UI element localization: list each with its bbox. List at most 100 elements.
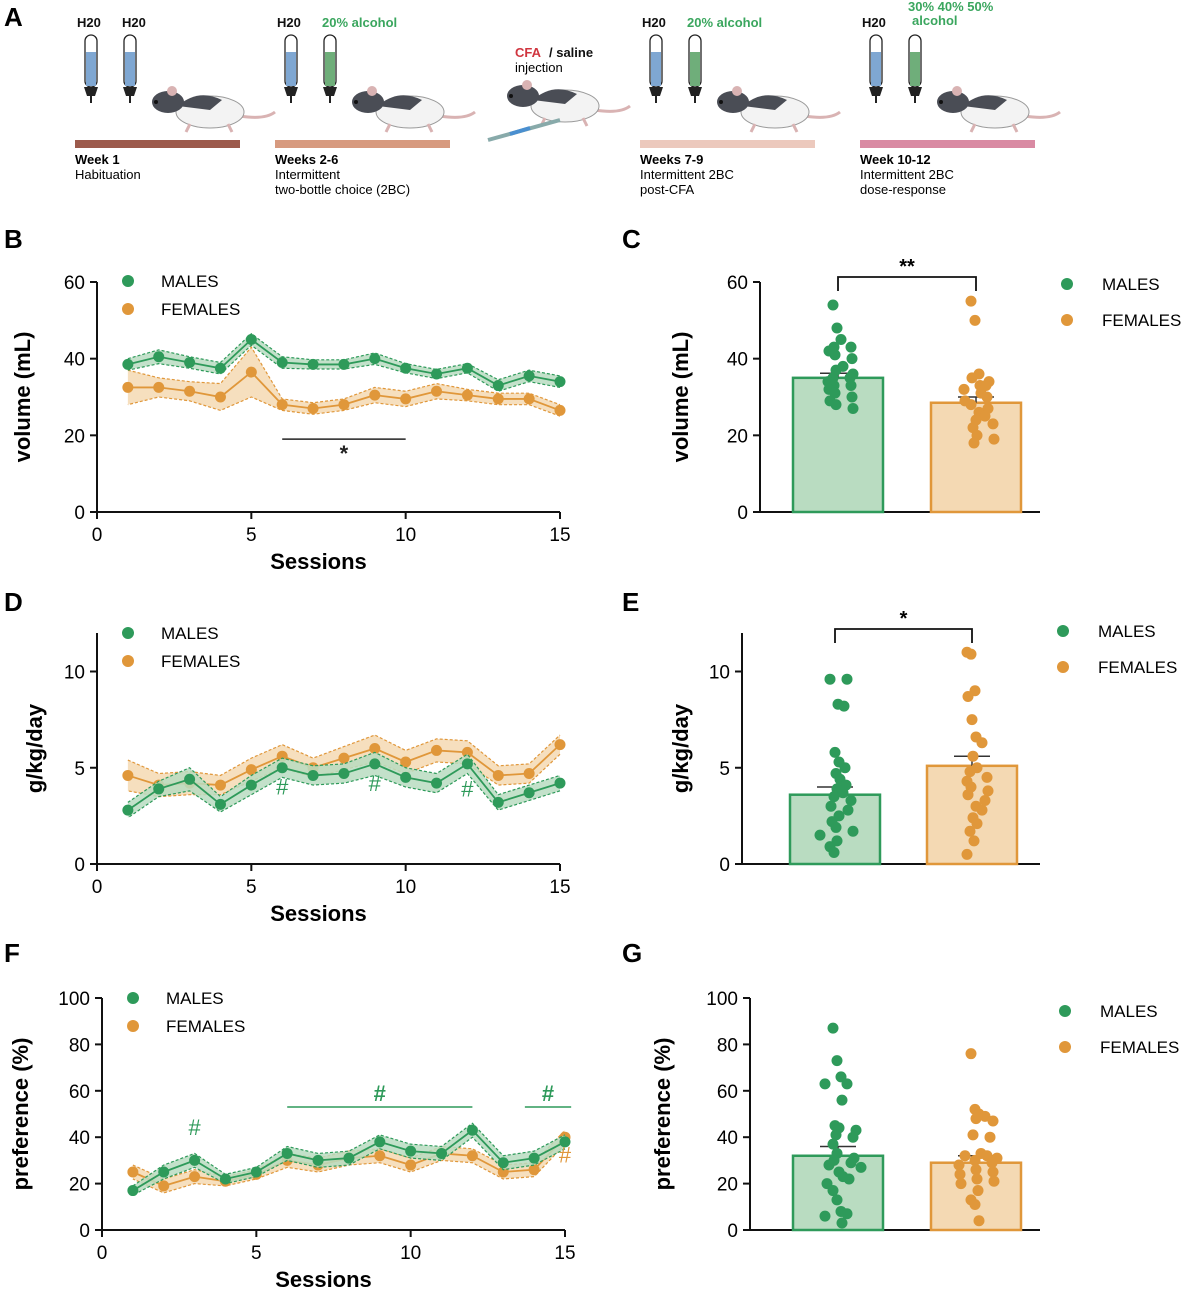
data-point [343, 1152, 355, 1164]
data-point [961, 848, 973, 860]
significance-mark: # [461, 777, 474, 802]
panel-f-letter: F [4, 938, 20, 968]
week-label: Weeks 7-9 [640, 152, 703, 167]
y-axis-title: g/kg/day [668, 703, 693, 793]
bottle-cap [284, 87, 298, 96]
bottle-label: H20 [642, 15, 666, 30]
x-axis-title: Sessions [275, 1267, 372, 1287]
data-point [855, 1161, 867, 1173]
y-tick-label: 40 [69, 1128, 90, 1149]
rat-head [937, 91, 969, 113]
panel-b: B 0 20 40 60 0 5 10 15 Sessions volume (mL) MALES FE… [4, 224, 571, 574]
data-point [497, 1157, 509, 1169]
data-point [830, 821, 842, 833]
data-point [245, 764, 257, 776]
bottle-liquid [86, 52, 96, 86]
x-tick-label: 15 [549, 877, 570, 898]
bottle [84, 34, 98, 103]
legend: MALES FEMALES [127, 989, 245, 1036]
panel-f: F 0 20 40 60 80 100 0 5 10 15 Sessions preference (%… [4, 938, 576, 1292]
data-point [461, 746, 473, 758]
data-point [153, 351, 165, 363]
y-tick-label: 60 [64, 273, 85, 294]
data-point [189, 1171, 201, 1183]
sem-upper [127, 734, 561, 777]
rat-illustration [937, 86, 1061, 133]
y-tick-label: 60 [727, 273, 748, 294]
data-point [400, 362, 412, 374]
data-point [338, 399, 350, 411]
x-tick-label: 0 [92, 877, 103, 898]
stage-4: H20 30% 40% 50%alcohol Week 10-12Intermitt… [860, 0, 1061, 197]
y-axis-title: g/kg/day [22, 703, 47, 793]
rat-leg [969, 123, 977, 133]
data-point [369, 743, 381, 754]
bottle-liquid [871, 52, 881, 86]
data-point [338, 358, 350, 370]
rat-tail [1024, 110, 1061, 119]
bar-females [929, 295, 1023, 514]
rat-illustration [717, 86, 841, 133]
x-tick-label: 15 [549, 525, 570, 546]
data-point [122, 769, 134, 781]
data-point [158, 1166, 170, 1178]
bottle-label: 20% alcohol [687, 15, 762, 30]
timeline-bar [640, 140, 815, 148]
y-tick-label: 40 [64, 350, 85, 371]
data-point [184, 357, 196, 368]
rat-ear [522, 80, 532, 90]
x-tick-label: 10 [395, 525, 416, 546]
y-tick-label: 0 [74, 855, 85, 876]
data-point [461, 362, 473, 374]
legend-marker-females [1061, 314, 1073, 326]
data-point [976, 804, 988, 816]
y-axis-title: volume (mL) [10, 332, 35, 463]
data-point [982, 785, 994, 797]
data-point [158, 1180, 170, 1192]
data-point [405, 1145, 417, 1157]
bottle-label: alcohol [912, 13, 958, 28]
rat-back-patch [378, 95, 422, 110]
data-point [214, 391, 226, 403]
sem-upper [127, 346, 561, 406]
data-point [492, 796, 504, 808]
data-point [964, 766, 976, 778]
rat-leg [226, 123, 234, 133]
data-point [374, 1150, 386, 1162]
stage-2: H20 20% alcohol Weeks 2-6Intermittenttwo-b… [275, 15, 476, 197]
bottle-liquid [690, 52, 700, 86]
legend-marker-males [127, 992, 139, 1004]
data-point [845, 1157, 857, 1169]
y-tick-label: 5 [719, 759, 730, 780]
rat-leg [791, 123, 799, 133]
rat-leg [384, 123, 392, 133]
data-point [845, 380, 857, 391]
legend-label-males: MALES [166, 989, 224, 1008]
significance-mark: * [340, 441, 349, 466]
data-point [971, 818, 983, 830]
data-point [554, 739, 566, 751]
data-point [964, 825, 976, 837]
data-point [979, 410, 991, 422]
axes: 0 20 40 60 0 5 10 15 Sessions volume (mL) [10, 273, 571, 574]
data-point [219, 1173, 231, 1185]
rat-eye [509, 94, 513, 98]
data-point [554, 404, 566, 416]
data-point [970, 1164, 982, 1176]
bottle-liquid [286, 52, 296, 86]
bottle-cap [908, 87, 922, 96]
data-point [127, 1166, 139, 1178]
x-tick-label: 10 [395, 877, 416, 898]
data-point [189, 1154, 201, 1166]
data-point [400, 756, 412, 768]
data-point [837, 787, 849, 799]
rat-eye [719, 100, 723, 104]
y-tick-label: 0 [727, 1221, 738, 1242]
data-point [127, 1185, 139, 1197]
y-tick-label: 10 [709, 663, 730, 684]
data-point [847, 1131, 859, 1143]
rat-tail [439, 110, 476, 119]
data-point [528, 1152, 540, 1164]
